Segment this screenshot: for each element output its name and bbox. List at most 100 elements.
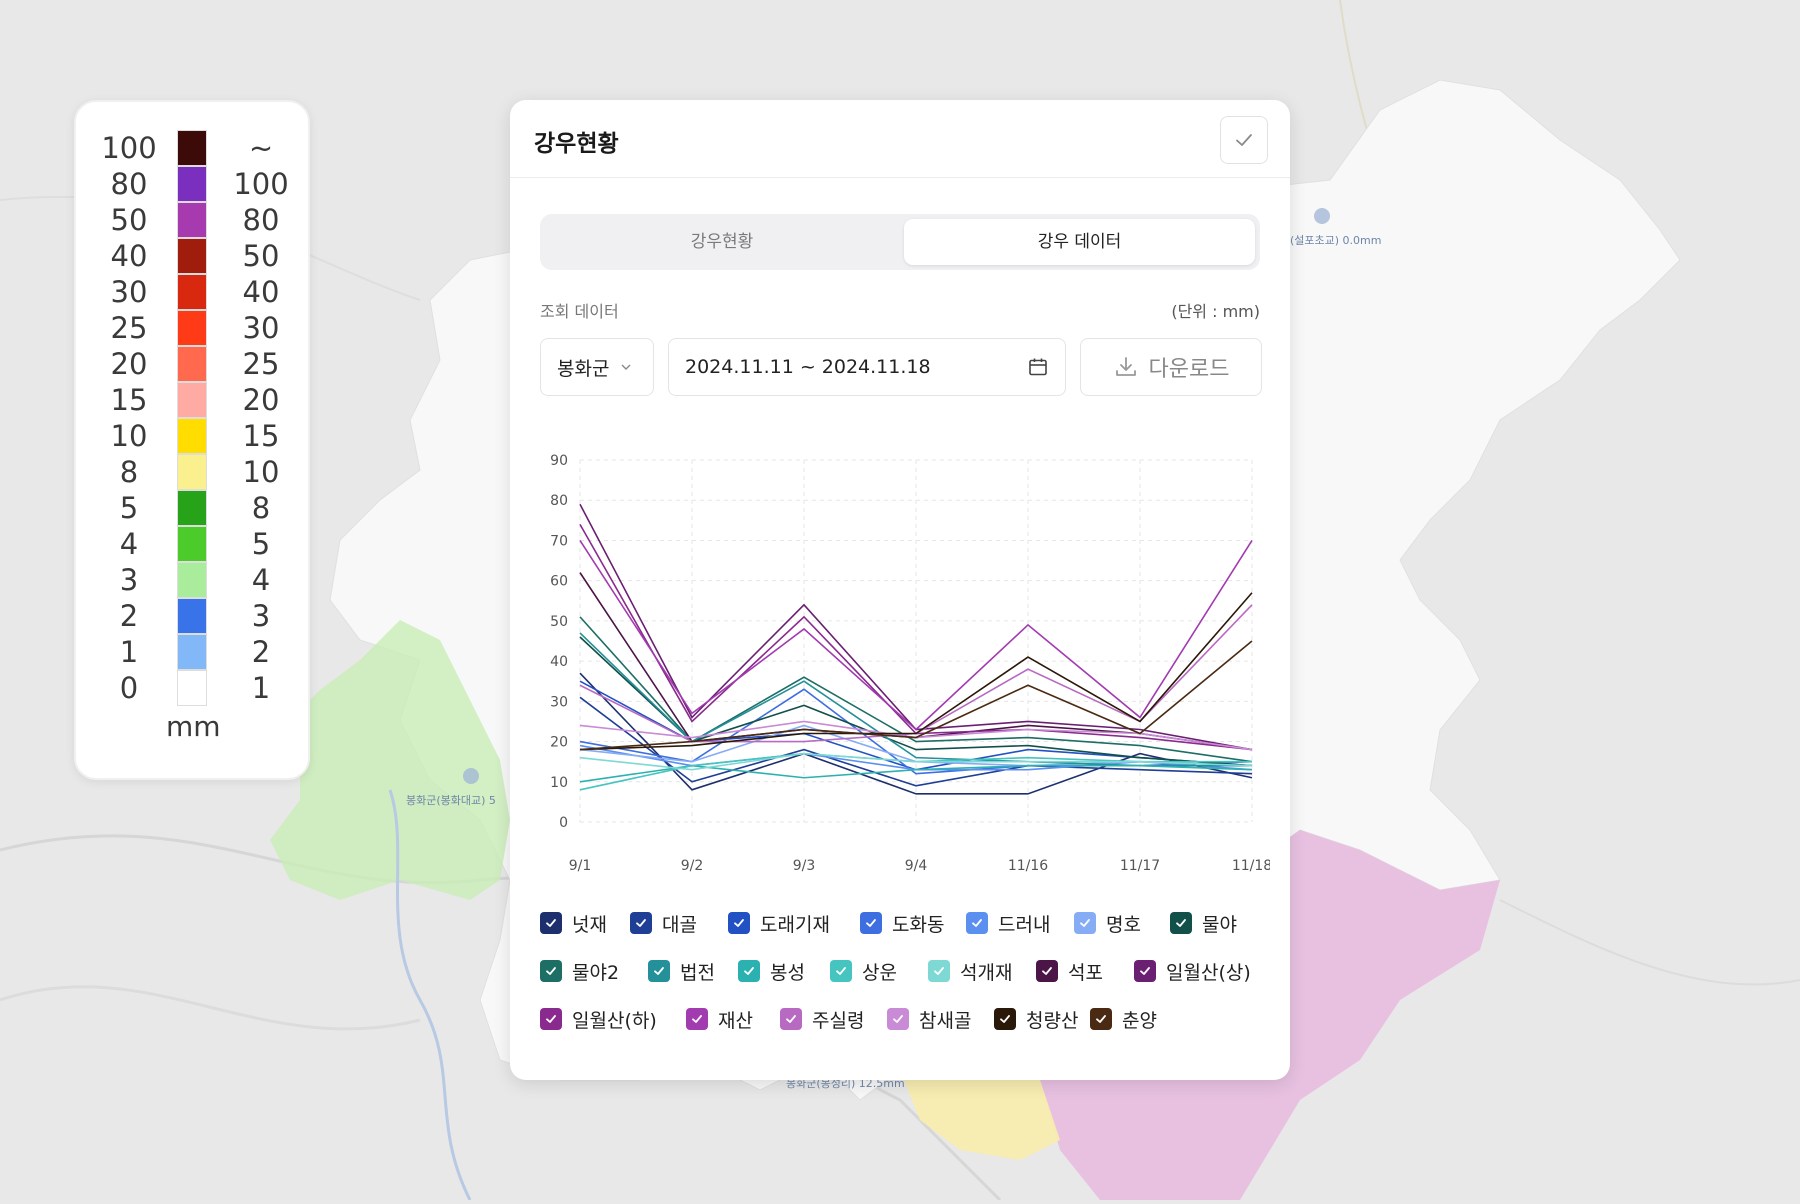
legend-min-value: 0 xyxy=(119,671,139,705)
tab-rainfall-data[interactable]: 강우 데이터 xyxy=(904,219,1255,265)
series-name: 주실령 xyxy=(812,1009,865,1032)
series-toggle[interactable]: 주실령 xyxy=(780,1004,864,1034)
checkbox-checked-icon[interactable] xyxy=(630,912,652,934)
legend-color-swatch xyxy=(177,166,207,202)
legend-row: 80 100 xyxy=(76,166,312,202)
x-tick-label: 9/2 xyxy=(681,858,704,874)
checkbox-checked-icon[interactable] xyxy=(1134,960,1156,982)
series-toggle[interactable]: 청량산 xyxy=(994,1004,1078,1034)
header-divider xyxy=(510,177,1290,178)
legend-max-value: 30 xyxy=(242,311,280,345)
series-toggle[interactable]: 도화동 xyxy=(860,908,944,938)
confirm-button[interactable] xyxy=(1220,116,1268,164)
y-tick-label: 80 xyxy=(550,493,568,509)
y-tick-label: 10 xyxy=(550,775,568,791)
y-tick-label: 0 xyxy=(559,815,568,831)
legend-color-swatch xyxy=(177,598,207,634)
series-name: 일월산(하) xyxy=(572,1009,657,1032)
date-range-picker[interactable]: 2024.11.11 ~ 2024.11.18 xyxy=(668,338,1066,396)
series-line xyxy=(579,752,1253,771)
legend-color-swatch xyxy=(177,418,207,454)
series-toggle[interactable]: 일월산(하) xyxy=(540,1004,657,1034)
x-tick-label: 9/4 xyxy=(905,858,928,874)
series-name: 도화동 xyxy=(892,913,945,936)
legend-min-value: 20 xyxy=(110,347,148,381)
series-toggle[interactable]: 드러내 xyxy=(966,908,1050,938)
checkbox-checked-icon[interactable] xyxy=(1036,960,1058,982)
checkbox-checked-icon[interactable] xyxy=(540,1008,562,1030)
series-toggle[interactable]: 대골 xyxy=(630,908,697,938)
region-select[interactable]: 봉화군 xyxy=(540,338,654,396)
series-toggle[interactable]: 명호 xyxy=(1074,908,1141,938)
station-label[interactable]: 봉화군(봉성리) 12.5mm xyxy=(786,1077,905,1090)
station-marker-icon[interactable] xyxy=(1314,208,1330,224)
legend-max-value: 25 xyxy=(242,347,280,381)
checkbox-checked-icon[interactable] xyxy=(686,1008,708,1030)
legend-max-value: 100 xyxy=(233,167,289,201)
series-line xyxy=(579,696,1253,787)
y-tick-label: 90 xyxy=(550,453,568,469)
series-toggle[interactable]: 법전 xyxy=(648,956,715,986)
station-marker-icon[interactable] xyxy=(463,768,479,784)
legend-min-value: 1 xyxy=(119,635,139,669)
series-toggle[interactable]: 춘양 xyxy=(1090,1004,1157,1034)
legend-row: 50 80 xyxy=(76,202,312,238)
checkbox-checked-icon[interactable] xyxy=(780,1008,802,1030)
series-name: 법전 xyxy=(680,961,715,984)
series-toggle[interactable]: 참새골 xyxy=(887,1004,971,1034)
legend-color-swatch xyxy=(177,382,207,418)
station-label[interactable]: (설포초교) 0.0mm xyxy=(1290,234,1382,247)
legend-max-value: 3 xyxy=(251,599,271,633)
checkbox-checked-icon[interactable] xyxy=(887,1008,909,1030)
checkbox-checked-icon[interactable] xyxy=(648,960,670,982)
legend-max-value: 8 xyxy=(251,491,271,525)
checkbox-checked-icon[interactable] xyxy=(728,912,750,934)
series-toggle[interactable]: 상운 xyxy=(830,956,897,986)
legend-color-swatch xyxy=(177,202,207,238)
legend-color-swatch xyxy=(177,670,207,706)
legend-row: 20 25 xyxy=(76,346,312,382)
series-toggle[interactable]: 일월산(상) xyxy=(1134,956,1251,986)
checkbox-checked-icon[interactable] xyxy=(966,912,988,934)
checkbox-checked-icon[interactable] xyxy=(928,960,950,982)
tab-rainfall-status[interactable]: 강우현황 xyxy=(690,232,754,252)
checkbox-checked-icon[interactable] xyxy=(540,912,562,934)
legend-color-swatch xyxy=(177,238,207,274)
checkbox-checked-icon[interactable] xyxy=(830,960,852,982)
series-name: 대골 xyxy=(662,913,697,936)
legend-min-value: 10 xyxy=(110,419,148,453)
legend-max-value: 40 xyxy=(242,275,280,309)
checkbox-checked-icon[interactable] xyxy=(540,960,562,982)
legend-min-value: 80 xyxy=(110,167,148,201)
series-toggle[interactable]: 석포 xyxy=(1036,956,1103,986)
series-toggle[interactable]: 봉성 xyxy=(738,956,805,986)
checkbox-checked-icon[interactable] xyxy=(738,960,760,982)
checkbox-checked-icon[interactable] xyxy=(1170,912,1192,934)
series-toggle[interactable]: 석개재 xyxy=(928,956,1012,986)
legend-min-value: 40 xyxy=(110,239,148,273)
download-label: 다운로드 xyxy=(1148,357,1230,382)
station-label[interactable]: 봉화군(봉화대교) 5 xyxy=(406,794,496,807)
series-name: 상운 xyxy=(862,961,897,984)
download-button[interactable]: 다운로드 xyxy=(1080,338,1262,396)
series-toggle[interactable]: 재산 xyxy=(686,1004,753,1034)
checkbox-checked-icon[interactable] xyxy=(994,1008,1016,1030)
series-name: 청량산 xyxy=(1026,1009,1079,1032)
y-tick-label: 30 xyxy=(550,694,568,710)
series-toggle[interactable]: 물야2 xyxy=(540,956,619,986)
series-toggle[interactable]: 도래기재 xyxy=(728,908,830,938)
checkbox-checked-icon[interactable] xyxy=(1090,1008,1112,1030)
series-toggle[interactable]: 물야 xyxy=(1170,908,1237,938)
region-select-value: 봉화군 xyxy=(557,357,610,380)
legend-color-swatch xyxy=(177,310,207,346)
checkbox-checked-icon[interactable] xyxy=(860,912,882,934)
series-toggle[interactable]: 넛재 xyxy=(540,908,607,938)
legend-color-swatch xyxy=(177,346,207,382)
checkbox-checked-icon[interactable] xyxy=(1074,912,1096,934)
rainfall-line-chart[interactable]: 0 10 20 30 40 50 60 70 80 90 9/1 9/2 9/3 9/4 11/16 11/1… xyxy=(530,430,1270,890)
download-icon xyxy=(1115,357,1136,376)
legend-color-swatch xyxy=(177,634,207,670)
